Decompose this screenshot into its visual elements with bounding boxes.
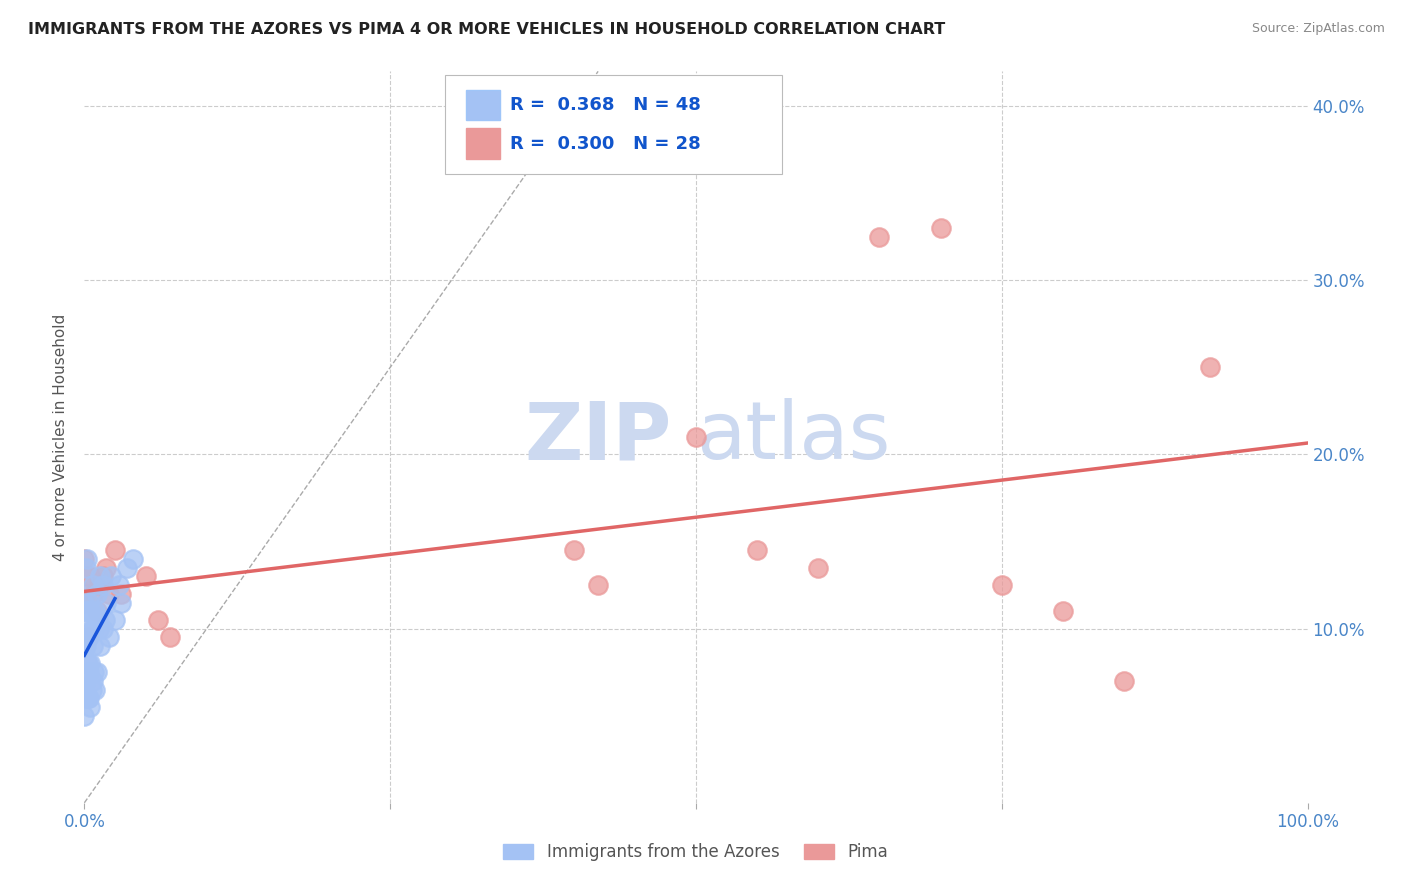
Point <box>869 229 891 244</box>
Point <box>159 631 181 645</box>
Point <box>79 700 101 714</box>
Point <box>77 665 100 680</box>
Legend: Immigrants from the Azores, Pima: Immigrants from the Azores, Pima <box>496 837 896 868</box>
Point <box>91 569 114 583</box>
Point <box>73 639 96 653</box>
Point <box>76 569 98 583</box>
Point <box>91 578 114 592</box>
Point <box>97 631 120 645</box>
Point <box>86 665 108 680</box>
Point <box>84 682 107 697</box>
Point <box>84 604 107 618</box>
Text: ZIP: ZIP <box>524 398 672 476</box>
Text: atlas: atlas <box>696 398 890 476</box>
Text: IMMIGRANTS FROM THE AZORES VS PIMA 4 OR MORE VEHICLES IN HOUSEHOLD CORRELATION C: IMMIGRANTS FROM THE AZORES VS PIMA 4 OR … <box>28 22 945 37</box>
FancyBboxPatch shape <box>446 75 782 174</box>
Point <box>77 631 100 645</box>
Point <box>91 622 114 636</box>
Point <box>86 587 108 601</box>
Point <box>80 622 103 636</box>
Point <box>79 569 101 583</box>
Point <box>77 691 100 706</box>
Point <box>807 560 830 574</box>
Point <box>107 578 129 592</box>
Point <box>685 430 707 444</box>
Point <box>75 560 97 574</box>
Point <box>96 595 118 609</box>
Point <box>77 657 100 671</box>
Point <box>73 708 96 723</box>
Point <box>146 613 169 627</box>
Point <box>75 673 97 688</box>
Point <box>1198 360 1220 375</box>
Point <box>135 569 157 583</box>
Point <box>77 595 100 609</box>
Point <box>73 595 96 609</box>
Point <box>110 595 132 609</box>
Point <box>76 657 98 671</box>
Point <box>75 587 97 601</box>
Bar <box>465 89 501 120</box>
Point <box>115 560 138 574</box>
Point <box>83 665 105 680</box>
Point <box>77 631 100 645</box>
Bar <box>465 128 501 159</box>
Point <box>76 552 98 566</box>
Point <box>94 613 117 627</box>
Point <box>79 604 101 618</box>
Point <box>97 587 120 601</box>
Point <box>1052 604 1074 618</box>
Text: Source: ZipAtlas.com: Source: ZipAtlas.com <box>1251 22 1385 36</box>
Y-axis label: 4 or more Vehicles in Household: 4 or more Vehicles in Household <box>53 313 69 561</box>
Point <box>76 691 98 706</box>
Text: R =  0.368   N = 48: R = 0.368 N = 48 <box>510 96 702 114</box>
Point <box>991 578 1014 592</box>
Point <box>76 622 98 636</box>
Text: R =  0.300   N = 28: R = 0.300 N = 28 <box>510 135 700 153</box>
Point <box>747 543 769 558</box>
Point <box>73 595 96 609</box>
Point <box>83 622 105 636</box>
Point <box>87 613 110 627</box>
Point <box>96 560 118 574</box>
Point <box>77 691 100 706</box>
Point <box>104 613 127 627</box>
Point <box>110 587 132 601</box>
Point <box>80 682 103 697</box>
Point <box>1114 673 1136 688</box>
Point <box>929 221 952 235</box>
Point <box>586 578 609 592</box>
Point <box>86 604 108 618</box>
Point <box>104 543 127 558</box>
Point <box>75 604 97 618</box>
Point <box>77 604 100 618</box>
Point <box>87 622 110 636</box>
Point <box>82 578 104 592</box>
Point <box>122 552 145 566</box>
Point <box>75 639 97 653</box>
Point <box>73 682 96 697</box>
Point <box>89 639 111 653</box>
Point <box>87 578 110 592</box>
Point <box>82 587 104 601</box>
Point <box>82 673 104 688</box>
Point <box>100 569 122 583</box>
Point <box>73 552 96 566</box>
Point <box>79 657 101 671</box>
Point <box>562 543 585 558</box>
Point <box>89 569 111 583</box>
Point <box>82 639 104 653</box>
